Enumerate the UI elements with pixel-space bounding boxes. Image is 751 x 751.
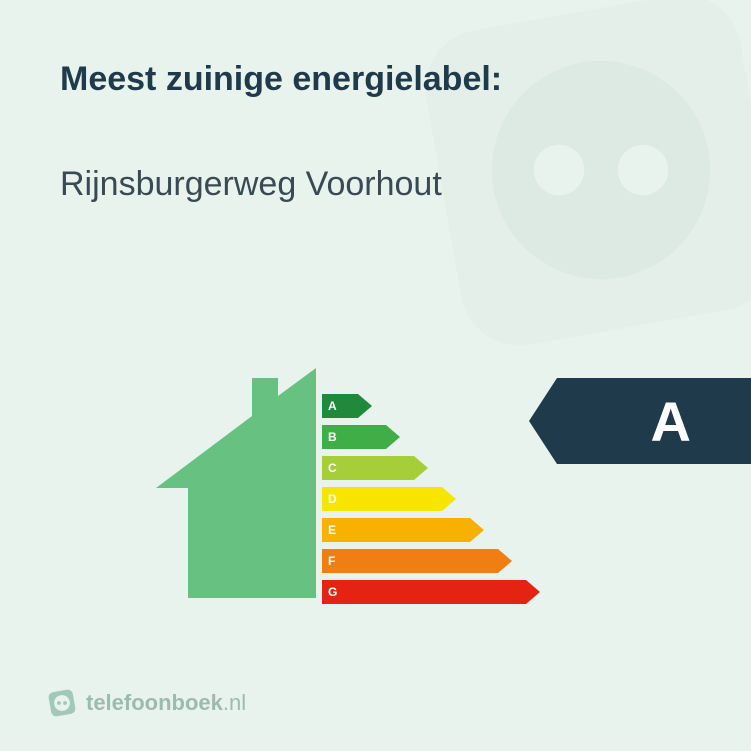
energy-bar-e: E (322, 518, 484, 542)
brand-name: telefoonboek.nl (86, 690, 246, 716)
energy-label-card: Meest zuinige energielabel: Rijnsburgerw… (0, 0, 751, 751)
footer: telefoonboek.nl (48, 689, 246, 717)
card-title: Meest zuinige energielabel: (60, 60, 502, 99)
bar-letter: C (328, 461, 337, 475)
energy-bar-f: F (322, 549, 512, 573)
house-icon (156, 368, 316, 618)
bar-letter: A (328, 399, 337, 413)
rating-letter: A (651, 378, 691, 464)
bar-shape: D (322, 487, 456, 511)
bar-shape: F (322, 549, 512, 573)
brand-name-main: telefoonboek (86, 690, 223, 715)
bar-shape: E (322, 518, 484, 542)
background-watermark-icon (391, 0, 751, 380)
bar-letter: G (328, 585, 337, 599)
energy-bar-a: A (322, 394, 372, 418)
rating-tag (529, 378, 751, 464)
brand-name-tld: .nl (223, 690, 246, 715)
bar-letter: B (328, 430, 337, 444)
bar-letter: D (328, 492, 337, 506)
bar-shape: G (322, 580, 540, 604)
bar-shape: A (322, 394, 372, 418)
energy-bar-b: B (322, 425, 400, 449)
card-subtitle: Rijnsburgerweg Voorhout (60, 165, 442, 204)
energy-bar-d: D (322, 487, 456, 511)
bar-letter: F (328, 554, 335, 568)
bar-shape: B (322, 425, 400, 449)
energy-bar-g: G (322, 580, 540, 604)
bar-shape: C (322, 456, 428, 480)
bar-letter: E (328, 523, 336, 537)
brand-logo-icon (48, 689, 76, 717)
energy-bar-c: C (322, 456, 428, 480)
